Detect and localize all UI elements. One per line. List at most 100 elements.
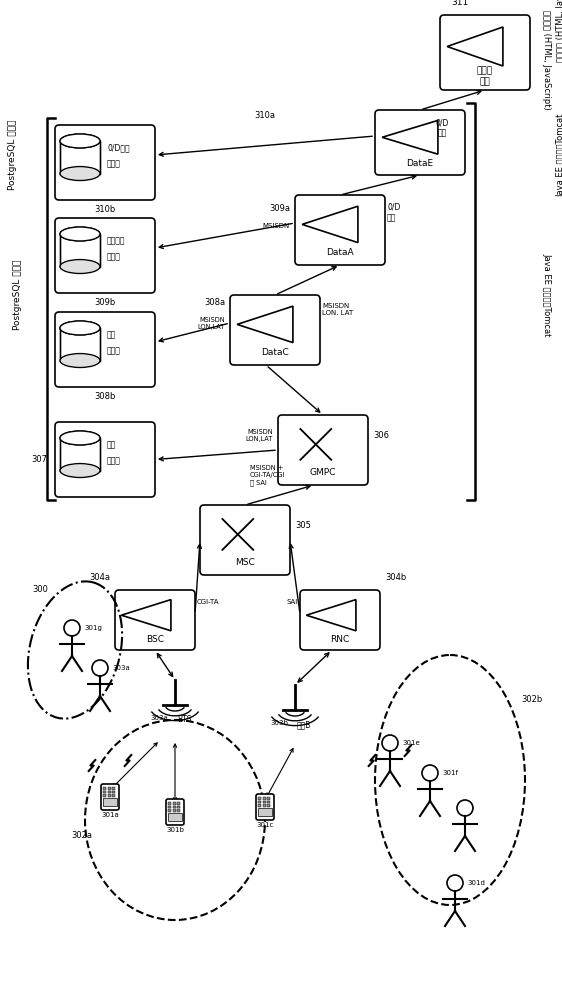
Text: 309b: 309b xyxy=(94,298,116,307)
Text: 310a: 310a xyxy=(255,111,275,120)
Bar xyxy=(262,804,265,806)
Bar xyxy=(103,798,117,806)
Bar xyxy=(173,802,175,804)
Bar xyxy=(168,802,171,804)
Bar xyxy=(103,790,106,793)
Text: 301f: 301f xyxy=(442,770,458,776)
Text: 301b: 301b xyxy=(166,827,184,833)
Text: MSISDN +
CGI-TA/CGI
或 SAI: MSISDN + CGI-TA/CGI 或 SAI xyxy=(250,465,285,486)
Text: BSC: BSC xyxy=(146,635,164,644)
Text: 306: 306 xyxy=(373,432,389,440)
Text: Java EE 服务器，Tomcat: Java EE 服务器，Tomcat xyxy=(556,113,562,197)
Bar xyxy=(173,809,175,812)
Text: MSISDN
LON,LAT: MSISDN LON,LAT xyxy=(198,317,225,330)
Bar xyxy=(258,804,261,806)
Text: 0/D
矩阵: 0/D 矩阵 xyxy=(436,118,448,137)
Bar xyxy=(60,141,100,174)
Ellipse shape xyxy=(60,134,100,148)
Bar xyxy=(177,806,180,808)
Text: 网络应用 (HTML, JavaScript): 网络应用 (HTML, JavaScript) xyxy=(542,10,551,110)
Bar xyxy=(177,809,180,812)
FancyBboxPatch shape xyxy=(166,799,184,825)
Text: DataC: DataC xyxy=(261,348,289,357)
Text: 302b: 302b xyxy=(522,696,543,704)
Text: 数据库: 数据库 xyxy=(107,456,121,466)
Text: 304a: 304a xyxy=(89,573,110,582)
Text: 位置轨迹: 位置轨迹 xyxy=(107,236,125,245)
Polygon shape xyxy=(121,600,171,631)
Bar xyxy=(262,800,265,803)
Polygon shape xyxy=(302,206,358,243)
FancyBboxPatch shape xyxy=(278,415,368,485)
Bar xyxy=(107,794,111,796)
Circle shape xyxy=(382,735,398,751)
Text: 0/D矩阵: 0/D矩阵 xyxy=(107,143,130,152)
Bar xyxy=(112,790,115,793)
Text: 301g: 301g xyxy=(84,625,102,631)
FancyBboxPatch shape xyxy=(55,312,155,387)
Text: 302a: 302a xyxy=(71,830,93,840)
Bar xyxy=(103,794,106,796)
Text: 310b: 310b xyxy=(94,205,116,214)
Text: MSC: MSC xyxy=(235,558,255,567)
FancyBboxPatch shape xyxy=(55,125,155,200)
Circle shape xyxy=(64,620,80,636)
Bar xyxy=(107,790,111,793)
Text: 308b: 308b xyxy=(94,392,116,401)
Bar xyxy=(60,234,100,267)
Bar xyxy=(267,800,270,803)
Circle shape xyxy=(92,660,108,676)
Text: 节点B: 节点B xyxy=(297,720,311,729)
Text: MSISDN: MSISDN xyxy=(263,223,290,229)
Bar xyxy=(258,800,261,803)
Text: 301c: 301c xyxy=(256,822,274,828)
Bar xyxy=(103,787,106,790)
Bar xyxy=(258,808,272,816)
Text: 301a: 301a xyxy=(101,812,119,818)
Text: GMPC: GMPC xyxy=(310,468,336,477)
Text: 设备: 设备 xyxy=(107,330,116,339)
FancyBboxPatch shape xyxy=(375,110,465,175)
FancyBboxPatch shape xyxy=(256,794,274,820)
Text: PostgreSQL 数据库: PostgreSQL 数据库 xyxy=(13,260,22,330)
Text: SAI: SAI xyxy=(287,599,298,605)
FancyBboxPatch shape xyxy=(440,15,530,90)
Text: MSISDN
LON,LAT: MSISDN LON,LAT xyxy=(246,430,273,442)
FancyBboxPatch shape xyxy=(55,218,155,293)
Text: 300: 300 xyxy=(32,585,48,594)
Text: 303b: 303b xyxy=(270,720,288,726)
FancyBboxPatch shape xyxy=(295,195,385,265)
FancyBboxPatch shape xyxy=(55,422,155,497)
Circle shape xyxy=(447,875,463,891)
FancyBboxPatch shape xyxy=(115,590,195,650)
Text: 308a: 308a xyxy=(204,298,225,307)
Text: DataE: DataE xyxy=(406,159,433,168)
Text: 305: 305 xyxy=(295,522,311,530)
FancyBboxPatch shape xyxy=(230,295,320,365)
Bar xyxy=(177,802,180,804)
Bar xyxy=(168,809,171,812)
Bar xyxy=(168,806,171,808)
Text: 304b: 304b xyxy=(385,573,406,582)
FancyBboxPatch shape xyxy=(300,590,380,650)
Ellipse shape xyxy=(60,321,100,335)
Polygon shape xyxy=(447,27,503,66)
Text: 位置: 位置 xyxy=(107,440,116,449)
Text: 0/D
矩阵: 0/D 矩阵 xyxy=(387,203,400,222)
Bar xyxy=(168,813,182,821)
FancyBboxPatch shape xyxy=(200,505,290,575)
Bar xyxy=(112,787,115,790)
Ellipse shape xyxy=(60,354,100,367)
Circle shape xyxy=(422,765,438,781)
Text: MSISDN
LON. LAT: MSISDN LON. LAT xyxy=(322,303,353,316)
Text: 第三方
应用: 第三方 应用 xyxy=(477,67,493,86)
Bar xyxy=(60,328,100,361)
Text: 数据库: 数据库 xyxy=(107,347,121,356)
Ellipse shape xyxy=(60,260,100,273)
Ellipse shape xyxy=(60,227,100,241)
Ellipse shape xyxy=(60,167,100,180)
Bar xyxy=(262,797,265,800)
Text: 307: 307 xyxy=(31,455,47,464)
Text: Java EE 服务器，Tomcat: Java EE 服务器，Tomcat xyxy=(542,253,551,337)
Bar xyxy=(173,806,175,808)
